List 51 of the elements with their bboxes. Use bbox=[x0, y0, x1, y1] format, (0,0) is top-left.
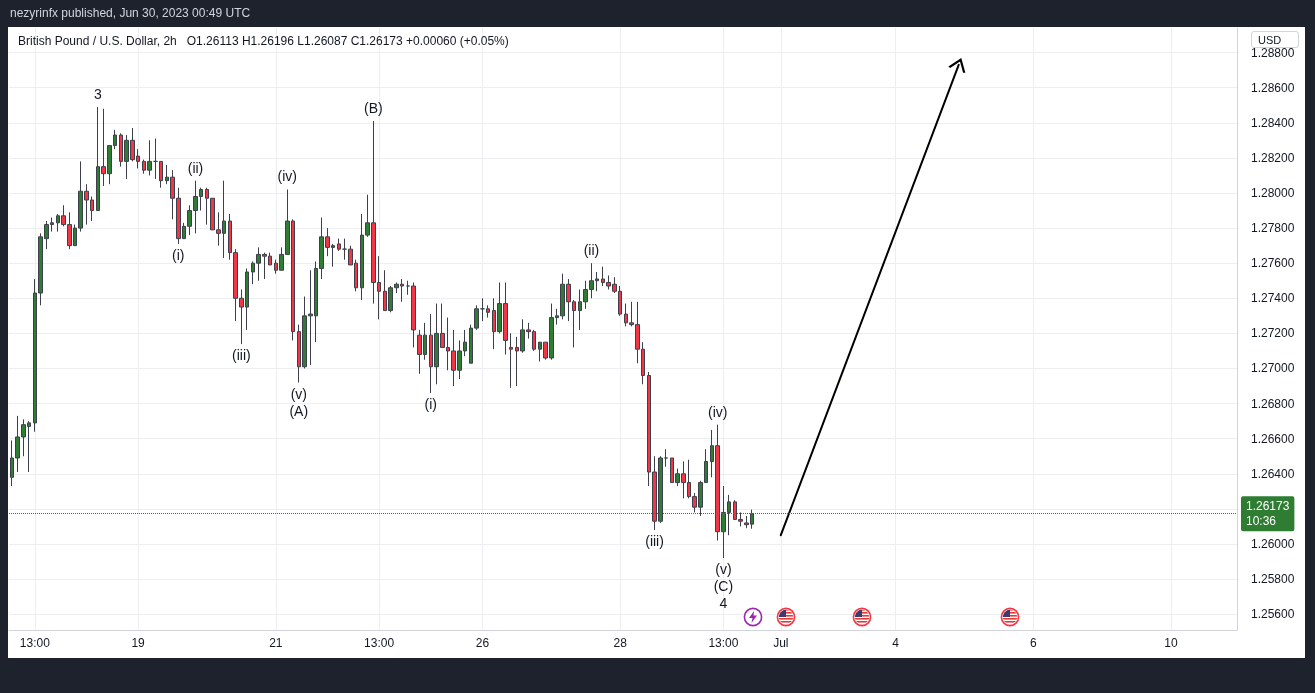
annotation: (ii) bbox=[583, 242, 600, 259]
annotation: (iii) bbox=[645, 532, 664, 549]
y-tick-label: 1.27000 bbox=[1251, 361, 1295, 376]
y-tick-label: 1.28800 bbox=[1251, 45, 1295, 60]
y-tick-label: 1.27600 bbox=[1251, 256, 1295, 271]
y-tick-label: 1.26800 bbox=[1251, 396, 1295, 411]
y-tick-label: 1.28600 bbox=[1251, 80, 1295, 95]
x-tick-label: 6 bbox=[1029, 636, 1037, 650]
x-tick-label: 13:00 bbox=[19, 636, 51, 650]
x-tick-label: 26 bbox=[475, 636, 490, 650]
y-tick-label: 1.25800 bbox=[1251, 572, 1295, 587]
annotation: 3 bbox=[94, 85, 103, 102]
annotation: 4 bbox=[719, 595, 728, 612]
annotation: (iv) bbox=[277, 168, 298, 185]
x-tick-label: 21 bbox=[269, 636, 283, 650]
y-tick-label: 1.26400 bbox=[1251, 466, 1295, 481]
x-tick-label: 13:00 bbox=[708, 636, 739, 650]
candlestick bbox=[411, 281, 416, 348]
y-tick-label: 1.27200 bbox=[1251, 326, 1295, 341]
y-tick-label: 1.27400 bbox=[1251, 291, 1295, 306]
annotation: (i) bbox=[424, 396, 437, 413]
x-tick-label: 4 bbox=[892, 636, 900, 650]
text: nezyrinfx published, Jun 30, 2023 00:49 UTC bbox=[10, 6, 251, 20]
y-tick-label: 1.28400 bbox=[1251, 115, 1295, 130]
y-tick-label: 1.26600 bbox=[1251, 431, 1295, 446]
text: British Pound / U.S. Dollar, 2h bbox=[18, 34, 177, 48]
y-tick-label: 1.28200 bbox=[1251, 150, 1295, 165]
x-tick-label: 13:00 bbox=[364, 636, 395, 650]
y-tick-label: 1.28000 bbox=[1251, 185, 1295, 200]
candlestick bbox=[664, 448, 668, 468]
y-tick-label: 1.26000 bbox=[1251, 537, 1295, 551]
candlestick bbox=[337, 238, 341, 252]
x-tick-label: 10 bbox=[1164, 636, 1178, 650]
annotation: (i) bbox=[172, 246, 185, 263]
ref-line-label: 1.26173 10:36 bbox=[1246, 499, 1290, 529]
annotation: (ii) bbox=[187, 159, 204, 176]
y-tick-label: 1.27800 bbox=[1251, 221, 1295, 236]
annotation: (B) bbox=[364, 100, 383, 117]
x-tick-label: 19 bbox=[131, 636, 146, 650]
x-tick-label: Jul bbox=[773, 636, 789, 650]
x-tick-label: 28 bbox=[613, 636, 628, 650]
annotation: (v) bbox=[290, 385, 307, 402]
y-axis-title: USD bbox=[1251, 31, 1299, 48]
annotation: (A) bbox=[289, 402, 309, 419]
annotation: (iv) bbox=[707, 403, 728, 420]
annotation: (v) bbox=[715, 561, 732, 578]
annotation: (C) bbox=[713, 578, 734, 595]
candlestick bbox=[509, 332, 513, 389]
y-tick-label: 1.25600 bbox=[1251, 607, 1295, 622]
annotation: (iii) bbox=[232, 346, 251, 363]
text: O1.26113 H1.26196 L1.26087 C1.26173 +0.00060 (+0.05%) bbox=[186, 34, 509, 48]
